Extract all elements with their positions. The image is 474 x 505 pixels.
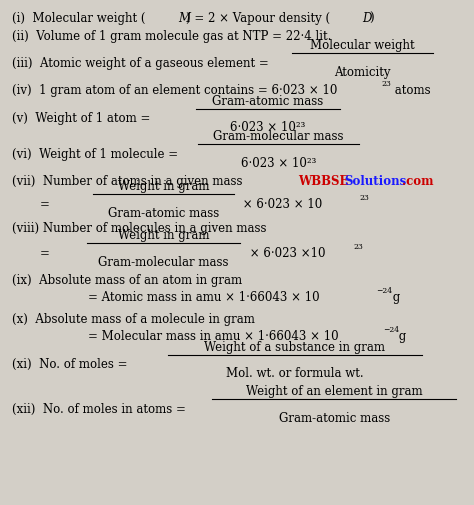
Text: 23: 23	[381, 80, 391, 88]
Text: = Molecular mass in amu × 1·66043 × 10: = Molecular mass in amu × 1·66043 × 10	[88, 330, 338, 343]
Text: (vi)  Weight of 1 molecule =: (vi) Weight of 1 molecule =	[12, 147, 182, 161]
Text: Gram-atomic mass: Gram-atomic mass	[108, 207, 219, 220]
Text: (i)  Molecular weight (: (i) Molecular weight (	[12, 12, 146, 25]
Text: (viii) Number of molecules in a given mass: (viii) Number of molecules in a given ma…	[12, 222, 266, 235]
Text: (xi)  No. of moles =: (xi) No. of moles =	[12, 358, 131, 371]
Text: ): )	[369, 12, 374, 25]
Text: Gram-atomic mass: Gram-atomic mass	[212, 94, 323, 108]
Text: (v)  Weight of 1 atom =: (v) Weight of 1 atom =	[12, 112, 154, 125]
Text: Weight in gram: Weight in gram	[118, 229, 210, 242]
Text: Molecular weight: Molecular weight	[310, 39, 415, 52]
Text: .com: .com	[402, 175, 433, 188]
Text: atoms: atoms	[391, 84, 431, 97]
Text: Weight in gram: Weight in gram	[118, 180, 210, 193]
Text: −24: −24	[376, 287, 392, 295]
Text: =: =	[40, 198, 54, 211]
Text: =: =	[40, 247, 54, 260]
Text: 23: 23	[359, 194, 369, 202]
Text: Gram-molecular mass: Gram-molecular mass	[213, 130, 344, 143]
Text: Weight of an element in gram: Weight of an element in gram	[246, 385, 422, 398]
Text: −24: −24	[383, 326, 399, 334]
Text: 6·023 × 10²³: 6·023 × 10²³	[230, 121, 306, 134]
Text: = Atomic mass in amu × 1·66043 × 10: = Atomic mass in amu × 1·66043 × 10	[88, 291, 319, 305]
Text: (ix)  Absolute mass of an atom in gram: (ix) Absolute mass of an atom in gram	[12, 274, 242, 287]
Text: D: D	[362, 12, 372, 25]
Text: (xii)  No. of moles in atoms =: (xii) No. of moles in atoms =	[12, 402, 190, 416]
Text: (iii)  Atomic weight of a gaseous element =: (iii) Atomic weight of a gaseous element…	[12, 57, 273, 70]
Text: × 6·023 × 10: × 6·023 × 10	[239, 198, 323, 211]
Text: (iv)  1 gram atom of an element contains = 6·023 × 10: (iv) 1 gram atom of an element contains …	[12, 84, 337, 97]
Text: × 6·023 ×10: × 6·023 ×10	[246, 247, 326, 260]
Text: Gram-atomic mass: Gram-atomic mass	[279, 412, 390, 425]
Text: WBBSE: WBBSE	[298, 175, 348, 188]
Text: Gram-molecular mass: Gram-molecular mass	[98, 256, 229, 269]
Text: ) = 2 × Vapour density (: ) = 2 × Vapour density (	[186, 12, 330, 25]
Text: g: g	[389, 291, 400, 305]
Text: g: g	[395, 330, 406, 343]
Text: Atomicity: Atomicity	[334, 66, 391, 79]
Text: (vii)  Number of atoms in a given mass: (vii) Number of atoms in a given mass	[12, 175, 246, 188]
Text: 23: 23	[354, 243, 364, 251]
Text: Weight of a substance in gram: Weight of a substance in gram	[204, 340, 385, 353]
Text: 6·023 × 10²³: 6·023 × 10²³	[241, 157, 317, 170]
Text: M: M	[178, 12, 190, 25]
Text: (x)  Absolute mass of a molecule in gram: (x) Absolute mass of a molecule in gram	[12, 313, 255, 326]
Text: Mol. wt. or formula wt.: Mol. wt. or formula wt.	[226, 367, 364, 380]
Text: Solutions: Solutions	[344, 175, 406, 188]
Text: (ii)  Volume of 1 gram molecule gas at NTP = 22·4 lit.: (ii) Volume of 1 gram molecule gas at NT…	[12, 30, 331, 43]
